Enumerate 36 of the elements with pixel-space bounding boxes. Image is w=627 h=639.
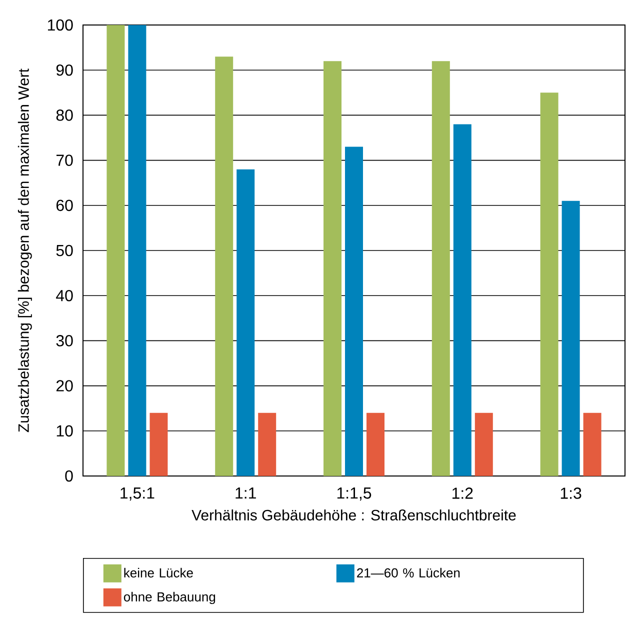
legend-label: keine Lücke [124,568,193,578]
bar [345,146,363,476]
x-tick-label: 1:1 [236,488,256,499]
bar [453,124,472,476]
y-tick-label: 10 [56,425,73,437]
y-tick-label: 90 [56,64,73,76]
bar [474,412,493,476]
y-axis-title: Zusatzbelastung [%] bezogen auf den maximalen Wert [18,68,32,432]
y-tick-label: 100 [48,19,73,31]
bar [540,92,558,476]
bar [258,412,276,476]
y-tick-label: 30 [56,335,73,346]
y-tick-label: 60 [56,200,73,212]
bar [128,25,146,476]
bar [562,200,580,476]
y-tick-label: 0 [65,470,73,482]
bar [236,169,255,476]
x-axis-title: Verhältnis Gebäudehöhe : Straßenschluchtbreite [192,509,516,520]
y-tick-label: 40 [56,290,73,302]
bar [366,412,384,476]
y-tick-label: 50 [56,244,73,256]
bar [150,412,168,476]
x-tick-label: 1:3 [560,488,582,499]
y-tick-label: 70 [56,154,73,166]
bar [106,25,125,476]
y-tick-label: 80 [56,110,73,121]
bar [432,61,450,476]
bar [583,412,602,476]
y-tick-label: 20 [56,380,73,392]
x-tick-label: 1:2 [452,488,473,499]
legend-label: 21—60 % Lücken [357,568,460,578]
x-tick-label: 1:1,5 [337,488,372,501]
bar [215,56,234,476]
legend-label: ohne Bebauung [124,592,216,604]
x-tick-label: 1,5:1 [120,488,154,501]
bar [324,61,342,476]
